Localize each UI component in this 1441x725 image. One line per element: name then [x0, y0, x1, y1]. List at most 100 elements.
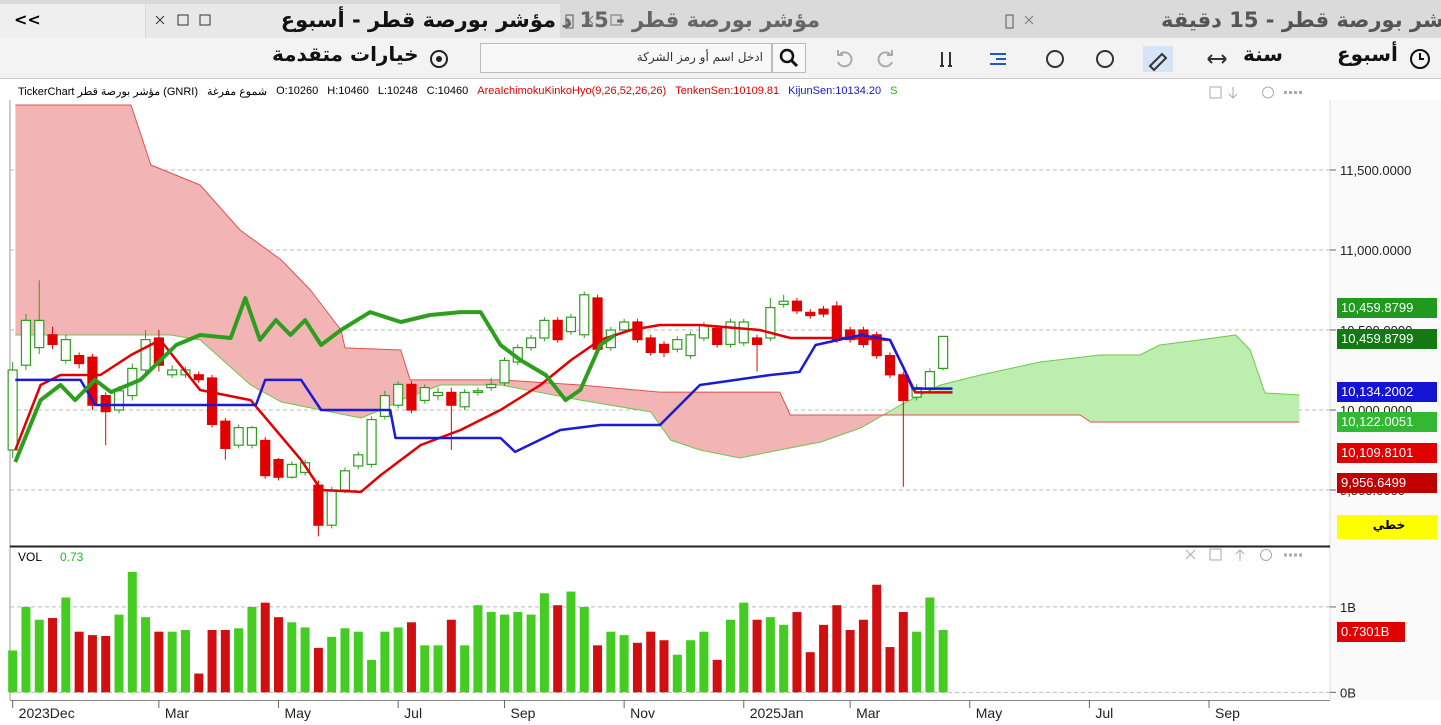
x-tick-label: Jul: [1095, 705, 1113, 721]
candle-body: [273, 459, 284, 478]
volume-bar: [872, 584, 882, 693]
maximize-icon[interactable]: [1209, 548, 1222, 561]
candle-body: [539, 319, 550, 339]
volume-bar: [353, 631, 363, 693]
volume-bar: [819, 624, 829, 693]
tab-icons[interactable]: [581, 12, 641, 28]
indicator-icon[interactable]: [1096, 50, 1114, 68]
candle-body: [672, 339, 683, 350]
lines-layer: [13, 296, 953, 494]
volume-bar: [234, 628, 244, 693]
tab[interactable]: مؤشر بورصة قطر - 15 دقيقة: [561, 4, 1000, 38]
volume-bar: [659, 640, 669, 693]
clock-icon[interactable]: [1408, 47, 1432, 71]
tab-title[interactable]: مؤشر بورصة قطر - أسبوع: [280, 8, 556, 32]
search-placeholder[interactable]: ادخل اسم أو رمز الشركة: [636, 50, 763, 64]
undo-icon[interactable]: [837, 50, 853, 68]
volume-bar: [712, 659, 722, 693]
tab-icons[interactable]: [1021, 12, 1081, 28]
x-tick-label: May: [285, 705, 311, 721]
indicator-line: [15, 333, 953, 454]
gear-icon[interactable]: [428, 48, 450, 70]
candle-body: [246, 427, 258, 446]
candle-body: [113, 390, 125, 411]
close-icon[interactable]: [584, 15, 594, 25]
up-icon[interactable]: [1235, 549, 1245, 561]
candle-body: [845, 329, 856, 341]
candle-body: [579, 294, 590, 336]
down-icon[interactable]: [1228, 87, 1238, 99]
volume-bar: [779, 624, 789, 693]
maximize-icon[interactable]: [177, 14, 189, 26]
candle-body: [685, 334, 696, 357]
chart-style-button[interactable]: خطي: [1337, 515, 1437, 539]
detach-icon[interactable]: [199, 14, 211, 26]
volume-bar: [765, 617, 775, 693]
candle-body: [419, 387, 430, 402]
tab-title[interactable]: مؤشر بورصة قطر - 15 دقيقة: [561, 8, 820, 32]
advanced-options[interactable]: خيارات متقدمة: [272, 42, 419, 66]
period-button[interactable]: سنة: [1243, 42, 1283, 66]
tool-icons[interactable]: [830, 46, 1230, 72]
maximize-icon[interactable]: [610, 14, 622, 26]
binoculars-icon[interactable]: [940, 52, 952, 67]
tab-icons[interactable]: [154, 12, 216, 28]
collapse-button[interactable]: <<: [14, 10, 41, 29]
candle-body: [871, 334, 882, 357]
volume-bar: [260, 602, 270, 693]
candle-body: [805, 311, 816, 317]
volume-bar: [460, 645, 470, 693]
tab-bar: << مؤشر بورصة قطر - أسبوع مؤشر بورصة قطر…: [0, 0, 1441, 38]
volume-bar: [566, 591, 576, 693]
candle-body: [286, 463, 297, 478]
volume-bar: [406, 622, 416, 693]
alert-icon[interactable]: [1046, 50, 1064, 68]
lines-icon[interactable]: [990, 53, 1006, 65]
tab[interactable]: مؤشر بورصة قطر - 15 دقيقة: [1001, 4, 1441, 38]
volume-bar: [446, 619, 456, 693]
price-marker: 10,109.8101: [1337, 443, 1437, 463]
draw-icon[interactable]: [1148, 52, 1168, 72]
close-icon[interactable]: [155, 15, 165, 25]
info-item: H:10460: [327, 85, 369, 97]
tab-title[interactable]: مؤشر بورصة قطر - 15 دقيقة: [1161, 8, 1441, 32]
settings-icon[interactable]: [1262, 86, 1274, 99]
search-box[interactable]: ادخل اسم أو رمز الشركة: [480, 43, 772, 73]
maximize-icon[interactable]: [1209, 86, 1222, 99]
panel-controls[interactable]: [1209, 86, 1304, 99]
volume-bar: [632, 642, 642, 693]
interval-button[interactable]: أسبوع: [1337, 42, 1398, 66]
volume-bar: [739, 602, 749, 693]
candle-body: [924, 371, 935, 390]
settings-icon[interactable]: [1260, 549, 1272, 561]
y-tick-label: 11,000.0000: [1340, 243, 1411, 258]
candle-body: [432, 391, 444, 397]
tab[interactable]: مؤشر بورصة قطر - أسبوع: [146, 4, 560, 38]
close-icon[interactable]: [1024, 15, 1034, 25]
tab-collapse[interactable]: <<: [0, 4, 145, 38]
range-icon[interactable]: [1207, 54, 1227, 64]
search-button[interactable]: [772, 43, 806, 73]
candle-body: [765, 307, 776, 339]
panel-controls[interactable]: [1185, 548, 1304, 561]
volume-bar: [805, 652, 815, 693]
price-marker: 10,459.8799: [1337, 329, 1437, 349]
candle-body: [632, 321, 643, 341]
info-item: TenkenSen:10109.81: [675, 85, 780, 97]
candle-body: [472, 390, 484, 393]
redo-icon[interactable]: [877, 50, 893, 68]
volume-bar: [473, 605, 483, 693]
candle-body: [698, 324, 709, 339]
y-tick-label: 11,500.0000: [1340, 163, 1411, 178]
candle-body: [778, 300, 789, 306]
volume-bar: [127, 571, 137, 693]
candle-body: [499, 359, 510, 384]
volume-bar: [287, 622, 297, 693]
candle-body: [326, 489, 337, 526]
candle-body: [233, 427, 244, 446]
volume-bar: [87, 635, 97, 693]
volume-bar: [340, 628, 350, 693]
close-icon[interactable]: [1185, 549, 1196, 560]
info-item: TickerChart مؤشر بورصة قطر (GNRI): [18, 86, 199, 98]
